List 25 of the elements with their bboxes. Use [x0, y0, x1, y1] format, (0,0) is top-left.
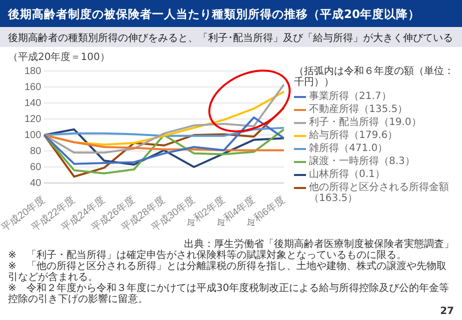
y-tick-label: 40: [30, 178, 42, 189]
legend-title: （括弧内は令和６年度の額（単位：千円））: [294, 66, 455, 88]
chart-subtitle: 後期高齢者の種類別所得の伸びをみると、「利子･配当所得」及び「給与所得」が大きく伸びている: [0, 27, 462, 47]
legend-label: 山林所得（0.1）: [309, 169, 385, 180]
y-tick-label: 100: [24, 130, 42, 141]
y-tick-label: 180: [24, 66, 42, 77]
y-tick-label: 120: [24, 114, 42, 125]
chart-title: 後期高齢者制度の被保険者一人当たり種類別所得の推移（平成20年度以降）: [0, 0, 462, 27]
y-tick-label: 140: [24, 98, 42, 109]
y-tick-label: 160: [24, 82, 42, 93]
y-axis-title: （平成20年度＝100）: [8, 50, 111, 63]
legend-label: 他の所得と区分される所得金額（163.5）: [309, 182, 450, 204]
legend-label: 給与所得（179.6）: [309, 130, 398, 141]
y-tick-label: 80: [30, 146, 42, 157]
legend-label: 事業所得（21.7）: [309, 91, 392, 102]
text: ※ 「他の所得と区分される所得」とは分離課税の所得を指し、土地や建物、株式の譲渡や先物取引などが含まれる。: [8, 261, 448, 283]
legend-label: 雑所得（471.0）: [309, 143, 388, 154]
text: 27: [440, 306, 454, 317]
legend-label: 譲渡・一時所得（8.3）: [309, 156, 415, 167]
text: ※ 令和２年度から令和３年度にかけては平成30年度税制改正による給与所得控除及び公的年金等控除の引き下げの影響に留意。: [8, 283, 450, 305]
text: ※ 「利子・配当所得」は確定申告がされ保険料等の賦課対象となっているものに限る。: [8, 250, 406, 261]
legend-label: 不動産所得（135.5）: [309, 104, 408, 115]
source-note: 出典：厚生労働省「後期高齢者医療制度被保険者実態調査」: [183, 239, 454, 250]
legend-label: 利子・配当所得（19.0）: [309, 117, 422, 128]
y-tick-label: 60: [30, 162, 42, 173]
